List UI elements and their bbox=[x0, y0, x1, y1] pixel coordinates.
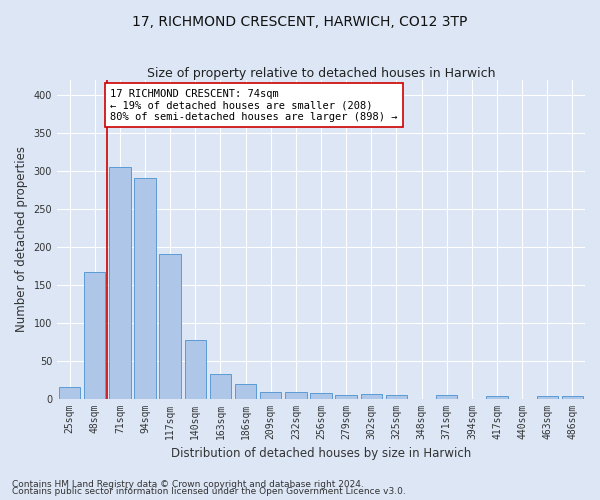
Text: 17 RICHMOND CRESCENT: 74sqm
← 19% of detached houses are smaller (208)
80% of se: 17 RICHMOND CRESCENT: 74sqm ← 19% of det… bbox=[110, 88, 397, 122]
Bar bbox=[386, 395, 407, 398]
Text: Contains public sector information licensed under the Open Government Licence v3: Contains public sector information licen… bbox=[12, 487, 406, 496]
Bar bbox=[160, 254, 181, 398]
Bar bbox=[134, 178, 156, 398]
Bar bbox=[487, 396, 508, 398]
Bar bbox=[109, 167, 131, 398]
Bar bbox=[310, 393, 332, 398]
Bar bbox=[335, 395, 357, 398]
Bar bbox=[260, 392, 281, 398]
X-axis label: Distribution of detached houses by size in Harwich: Distribution of detached houses by size … bbox=[171, 447, 471, 460]
Bar bbox=[285, 392, 307, 398]
Bar bbox=[361, 394, 382, 398]
Text: 17, RICHMOND CRESCENT, HARWICH, CO12 3TP: 17, RICHMOND CRESCENT, HARWICH, CO12 3TP bbox=[133, 15, 467, 29]
Bar bbox=[562, 396, 583, 398]
Bar bbox=[84, 272, 106, 398]
Bar bbox=[436, 395, 457, 398]
Y-axis label: Number of detached properties: Number of detached properties bbox=[15, 146, 28, 332]
Title: Size of property relative to detached houses in Harwich: Size of property relative to detached ho… bbox=[147, 66, 495, 80]
Bar bbox=[210, 374, 231, 398]
Text: Contains HM Land Registry data © Crown copyright and database right 2024.: Contains HM Land Registry data © Crown c… bbox=[12, 480, 364, 489]
Bar bbox=[59, 387, 80, 398]
Bar bbox=[536, 396, 558, 398]
Bar bbox=[235, 384, 256, 398]
Bar bbox=[185, 340, 206, 398]
